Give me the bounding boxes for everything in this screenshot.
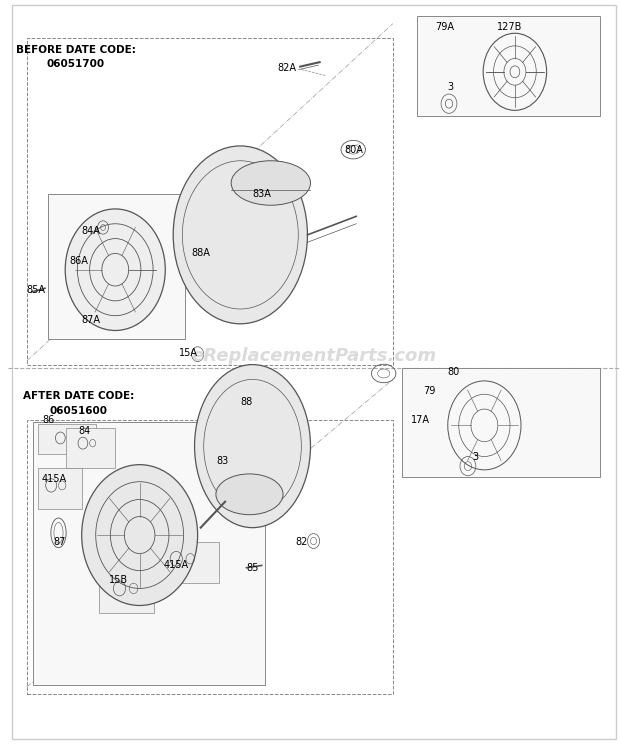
Ellipse shape bbox=[231, 161, 311, 205]
Text: 88A: 88A bbox=[192, 248, 210, 258]
Ellipse shape bbox=[173, 146, 308, 324]
Text: 06051600: 06051600 bbox=[50, 405, 108, 416]
Text: 3: 3 bbox=[472, 452, 478, 462]
Text: 127B: 127B bbox=[497, 22, 522, 32]
Text: 79: 79 bbox=[423, 385, 436, 396]
Text: AFTER DATE CODE:: AFTER DATE CODE: bbox=[23, 391, 135, 401]
Text: 82A: 82A bbox=[277, 63, 296, 73]
Text: 79A: 79A bbox=[436, 22, 454, 32]
Bar bbox=[66, 428, 115, 469]
Bar bbox=[417, 16, 600, 116]
Text: 87: 87 bbox=[53, 537, 65, 548]
Bar bbox=[99, 568, 154, 613]
Text: 85: 85 bbox=[246, 563, 259, 574]
Text: 84: 84 bbox=[79, 426, 91, 436]
Bar bbox=[27, 420, 393, 694]
Text: 415A: 415A bbox=[164, 559, 189, 570]
Ellipse shape bbox=[216, 474, 283, 515]
Text: 82: 82 bbox=[295, 537, 308, 548]
Bar bbox=[158, 542, 219, 583]
Text: 88: 88 bbox=[241, 397, 252, 407]
Bar bbox=[38, 469, 82, 509]
Text: eReplacementParts.com: eReplacementParts.com bbox=[191, 347, 436, 365]
Text: 85A: 85A bbox=[27, 286, 46, 295]
Text: 80: 80 bbox=[448, 367, 460, 377]
Circle shape bbox=[65, 209, 166, 330]
Circle shape bbox=[82, 465, 198, 606]
Bar bbox=[33, 422, 265, 684]
Text: 86: 86 bbox=[42, 415, 55, 425]
Text: BEFORE DATE CODE:: BEFORE DATE CODE: bbox=[16, 45, 136, 54]
Bar bbox=[402, 368, 600, 477]
Text: 15A: 15A bbox=[179, 348, 198, 359]
Bar bbox=[48, 194, 185, 339]
Text: 80A: 80A bbox=[344, 144, 363, 155]
Text: 86A: 86A bbox=[69, 256, 89, 266]
Text: 83: 83 bbox=[216, 456, 228, 466]
Text: 17A: 17A bbox=[411, 415, 430, 425]
Text: 83A: 83A bbox=[252, 189, 272, 199]
Ellipse shape bbox=[195, 365, 311, 527]
Text: 87A: 87A bbox=[82, 315, 100, 325]
Text: 415A: 415A bbox=[42, 475, 67, 484]
Bar bbox=[27, 39, 393, 365]
Bar bbox=[38, 424, 95, 454]
Text: 06051700: 06051700 bbox=[46, 60, 105, 69]
Text: 15B: 15B bbox=[109, 574, 128, 585]
Text: 3: 3 bbox=[448, 82, 454, 92]
Text: 84A: 84A bbox=[82, 226, 100, 236]
